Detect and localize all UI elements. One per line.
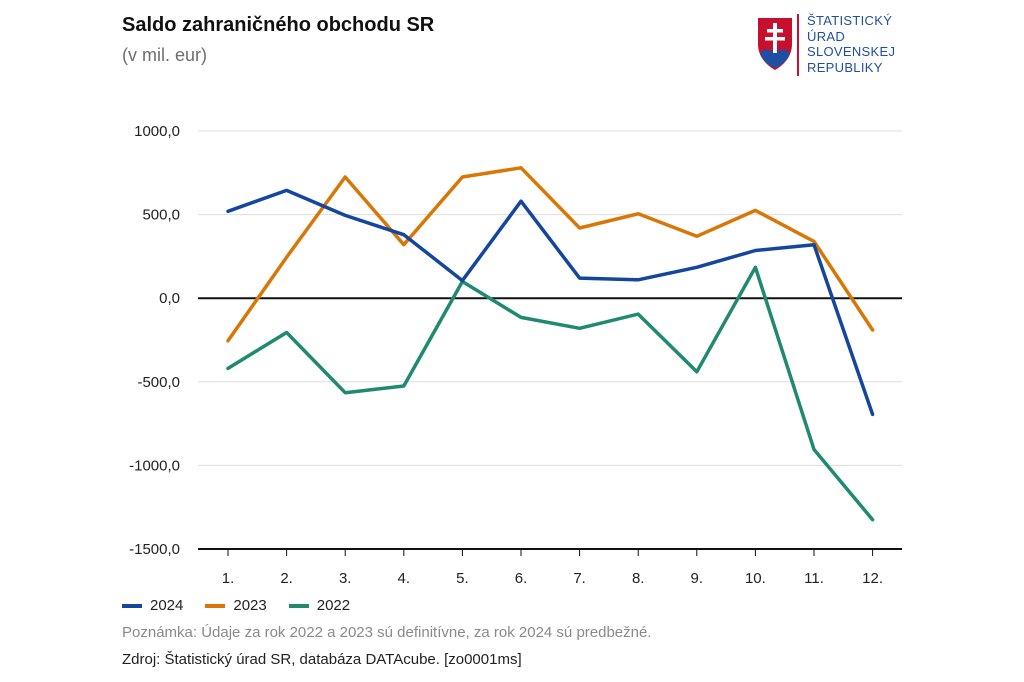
y-tick-label: -1500,0 xyxy=(129,541,180,558)
x-tick-label: 5. xyxy=(456,570,469,587)
series-line-2024 xyxy=(226,188,875,417)
x-tick-label: 4. xyxy=(398,570,411,587)
logo-text: ŠTATISTICKÝ ÚRAD SLOVENSKEJ REPUBLIKY xyxy=(807,13,895,75)
logo-line: ŠTATISTICKÝ xyxy=(807,13,893,28)
legend-label: 2022 xyxy=(316,597,351,614)
x-tick-label: 3. xyxy=(339,570,352,587)
x-tick-label: 6. xyxy=(515,570,528,587)
y-tick-label: 500,0 xyxy=(142,207,180,224)
legend-swatch xyxy=(288,603,309,608)
x-tick-label: 10. xyxy=(745,570,766,587)
chart-subtitle: (v mil. eur) xyxy=(122,45,207,65)
legend-item-2022: 2022 xyxy=(288,597,351,614)
legend-label: 2024 xyxy=(150,597,184,614)
y-tick-label: -1000,0 xyxy=(129,457,180,474)
x-tick-label: 7. xyxy=(573,570,586,587)
y-tick-label: 1000,0 xyxy=(134,123,180,140)
source-text: Zdroj: Štatistický úrad SR, databáza DAT… xyxy=(122,651,522,668)
y-tick-label: -500,0 xyxy=(137,374,180,391)
logo-divider xyxy=(797,14,799,76)
logo-line: REPUBLIKY xyxy=(807,59,883,75)
legend-item-2023: 2023 xyxy=(205,597,267,614)
footnote: Poznámka: Údaje za rok 2022 a 2023 sú de… xyxy=(122,624,652,641)
series-line-2022 xyxy=(226,265,875,522)
x-tick-label: 11. xyxy=(804,570,824,587)
x-tick-label: 12. xyxy=(862,570,883,587)
logo-line: ÚRAD xyxy=(807,28,846,44)
coat-of-arms-icon xyxy=(758,18,792,70)
x-tick-label: 1. xyxy=(222,570,235,587)
x-tick-label: 9. xyxy=(691,570,704,587)
legend-swatch xyxy=(122,603,142,608)
legend: 2024 2023 2022 xyxy=(122,597,350,614)
y-tick-label: 0,0 xyxy=(159,290,180,307)
chart-title: Saldo zahraničného obchodu SR xyxy=(122,14,435,36)
logo-line: SLOVENSKEJ xyxy=(807,44,896,59)
series-line-2023 xyxy=(226,166,875,343)
x-tick-label: 8. xyxy=(632,570,645,587)
legend-label: 2023 xyxy=(233,597,267,614)
legend-item-2024: 2024 xyxy=(122,597,183,614)
legend-swatch xyxy=(205,603,226,608)
x-tick-label: 2. xyxy=(280,570,293,587)
